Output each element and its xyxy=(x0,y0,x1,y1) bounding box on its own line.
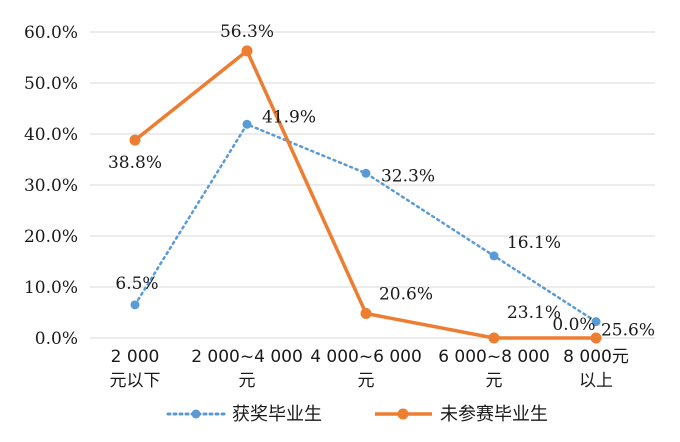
data-point xyxy=(591,317,601,327)
x-axis: 2 000 元以下 2 000~4 000 元 4 000~6 000 元 6 000~8 … xyxy=(110,347,629,391)
data-label: 25.6% xyxy=(601,321,655,341)
series-line-awarded xyxy=(133,122,598,323)
y-tick-label: 20.0% xyxy=(24,227,78,247)
y-tick-label: 10.0% xyxy=(24,278,78,298)
data-point xyxy=(488,332,500,344)
data-label: 0.0% xyxy=(552,315,595,335)
data-label: 56.3% xyxy=(220,22,274,42)
x-tick-label: 元 xyxy=(486,371,503,391)
y-tick-label: 60.0% xyxy=(24,23,78,43)
x-tick-label: 元 xyxy=(239,371,256,391)
x-tick-label: 以上 xyxy=(579,371,613,391)
data-point xyxy=(361,168,371,178)
data-point xyxy=(360,308,372,320)
series-lines xyxy=(129,45,602,344)
x-tick-label: 元 xyxy=(358,371,375,391)
x-tick-label: 8 000元 xyxy=(563,347,629,367)
x-tick-label: 2 000~4 000 xyxy=(191,347,303,367)
y-tick-label: 40.0% xyxy=(24,125,78,145)
legend: 获奖毕业生 未参赛毕业生 xyxy=(166,404,548,425)
data-point xyxy=(241,45,253,57)
data-point xyxy=(130,300,140,310)
data-label: 23.1% xyxy=(507,303,561,323)
legend-label-nonparticipant: 未参赛毕业生 xyxy=(440,404,548,425)
x-tick-label: 元以下 xyxy=(110,371,161,391)
legend-marker-awarded xyxy=(191,409,201,419)
data-label: 20.6% xyxy=(379,285,433,305)
data-point xyxy=(489,251,499,261)
x-tick-label: 2 000 xyxy=(111,347,160,367)
data-label: 38.8% xyxy=(108,153,162,173)
x-tick-label: 4 000~6 000 xyxy=(310,347,422,367)
data-label: 41.9% xyxy=(262,107,316,127)
data-point xyxy=(242,119,252,129)
data-label: 6.5% xyxy=(115,274,158,294)
x-tick-label: 6 000~8 000 xyxy=(438,347,550,367)
data-labels: 6.5% 41.9% 32.3% 16.1% 25.6% 38.8% 56.3% 20.6% 2… xyxy=(108,22,655,341)
y-tick-label: 50.0% xyxy=(24,74,78,94)
series-line-nonparticipant xyxy=(133,49,596,340)
legend-label-awarded: 获奖毕业生 xyxy=(232,404,322,425)
y-tick-label: 30.0% xyxy=(24,176,78,196)
gridlines xyxy=(90,31,655,339)
legend-marker-nonparticipant xyxy=(397,408,409,420)
data-point xyxy=(129,134,141,146)
data-label: 16.1% xyxy=(507,233,561,253)
y-tick-label: 0.0% xyxy=(35,329,78,349)
data-label: 32.3% xyxy=(381,166,435,186)
data-point xyxy=(590,332,602,344)
y-axis: 0.0% 10.0% 20.0% 30.0% 40.0% 50.0% 60.0% xyxy=(24,23,78,349)
